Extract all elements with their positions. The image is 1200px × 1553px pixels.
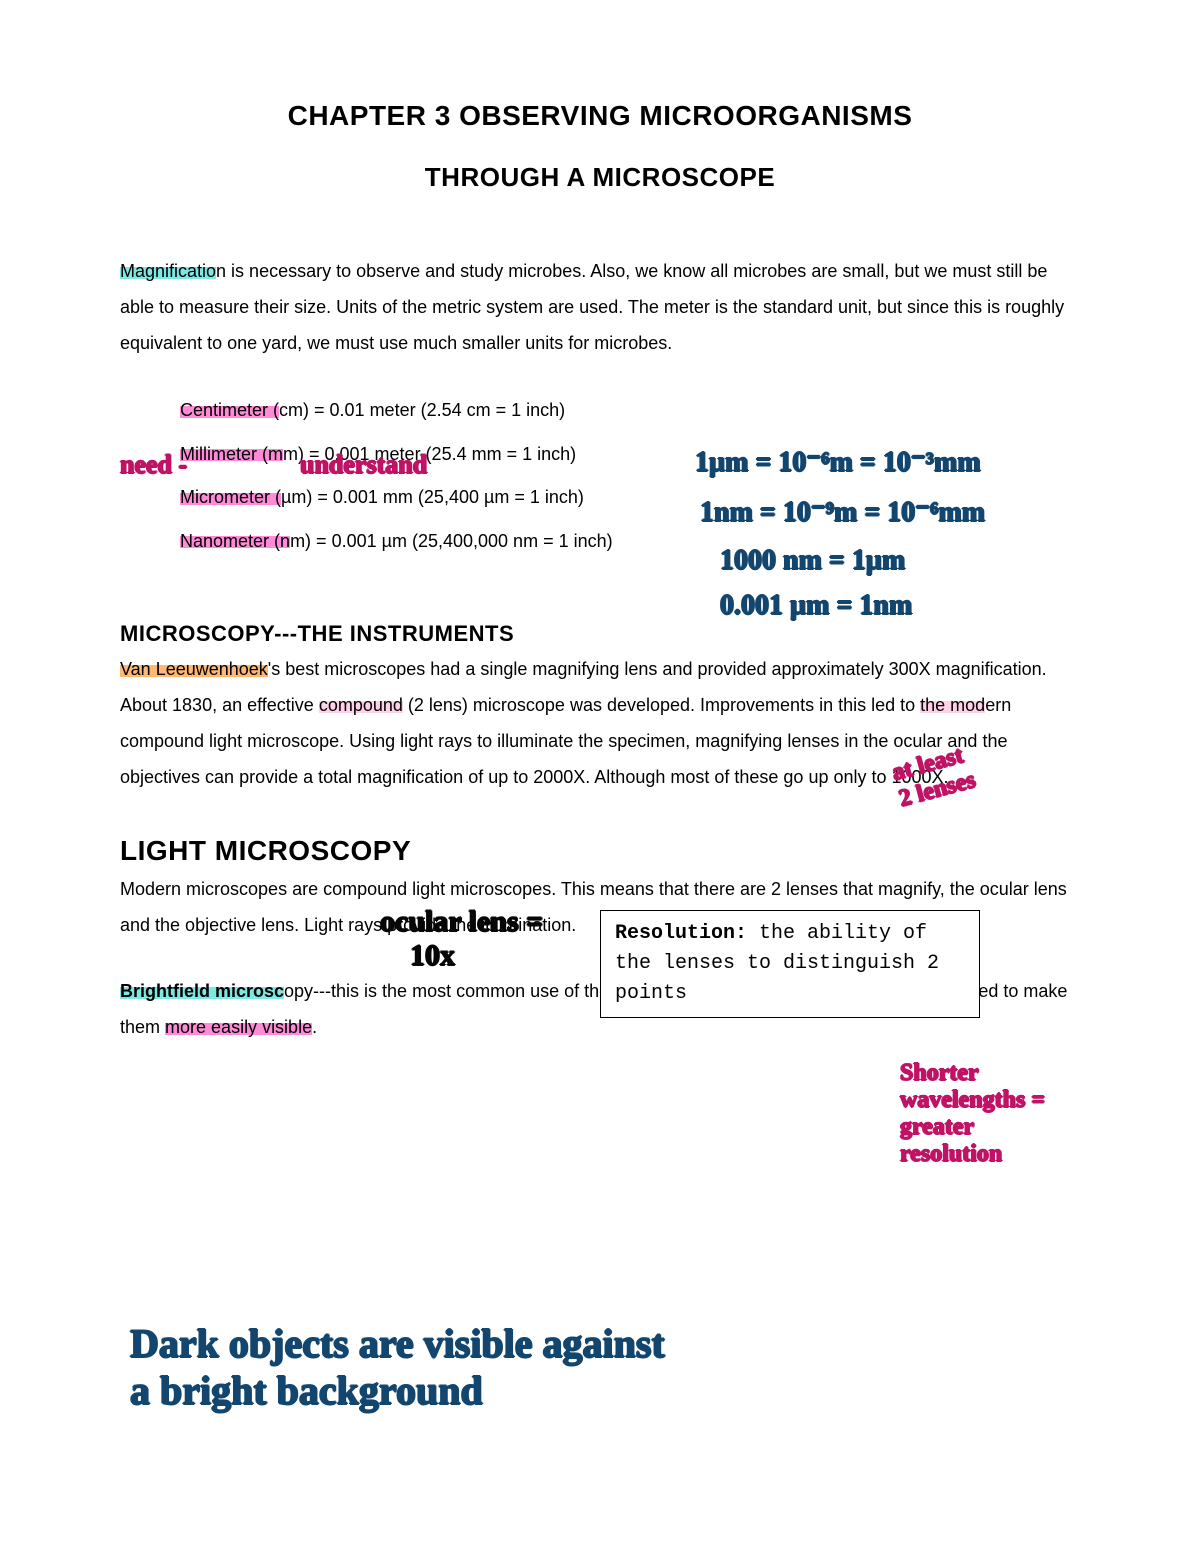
- handwritten-annotation: Dark objects are visible against a brigh…: [130, 1320, 665, 1414]
- chapter-title-line2: THROUGH A MICROSCOPE: [120, 162, 1080, 193]
- chapter-title-line1: CHAPTER 3 OBSERVING MICROORGANISMS: [120, 100, 1080, 132]
- handwritten-annotation: 0.001 µm = 1nm: [720, 590, 912, 622]
- handwritten-annotation: Shorter wavelengths = greater resolution: [900, 1060, 1045, 1168]
- section-heading-light-microscopy: LIGHT MICROSCOPY: [120, 835, 1080, 867]
- intro-highlight: Magnificatio: [120, 261, 216, 281]
- unit-text: m) = 0.001 µm (25,400,000 nm = 1 inch): [290, 531, 613, 551]
- unit-text: cm) = 0.01 meter (2.54 cm = 1 inch): [279, 400, 565, 420]
- resolution-term: Resolution:: [615, 922, 747, 945]
- brightfield-highlight: Brightfield microsc: [120, 981, 284, 1001]
- document-page: CHAPTER 3 OBSERVING MICROORGANISMS THROU…: [0, 0, 1200, 1553]
- intro-text: n is necessary to observe and study micr…: [120, 261, 1064, 353]
- section-heading-microscopy: MICROSCOPY---THE INSTRUMENTS: [120, 621, 1080, 647]
- unit-highlight: Millimeter (m: [180, 444, 283, 464]
- handwritten-annotation: ocular lens = 10x: [380, 905, 543, 973]
- unit-highlight: Centimeter (: [180, 400, 279, 420]
- unit-row: Centimeter (cm) = 0.01 meter (2.54 cm = …: [180, 391, 1080, 431]
- leeuwenhoek-highlight: Van Leeuwenhoek: [120, 659, 268, 679]
- sec3-text-b: .: [312, 1017, 317, 1037]
- unit-highlight: Micrometer (: [180, 487, 281, 507]
- visible-highlight: more easily visible: [165, 1017, 312, 1037]
- intro-paragraph: Magnification is necessary to observe an…: [120, 253, 1080, 361]
- handwritten-annotation: 1000 nm = 1µm: [720, 545, 905, 577]
- handwritten-annotation: 1nm = 10⁻⁹m = 10⁻⁶mm: [700, 495, 985, 529]
- handwritten-annotation: 1µm = 10⁻⁶m = 10⁻³mm: [695, 445, 981, 479]
- resolution-definition-box: Resolution: the ability of the lenses to…: [600, 910, 980, 1018]
- unit-highlight: Nanometer (n: [180, 531, 290, 551]
- sec1-text-b: (2 lens) microscope was developed. Impro…: [403, 695, 920, 715]
- unit-text: µm) = 0.001 mm (25,400 µm = 1 inch): [281, 487, 584, 507]
- handwritten-annotation: understand: [300, 450, 427, 480]
- handwritten-annotation: need -: [120, 450, 187, 480]
- modern-highlight: the mod: [920, 695, 985, 715]
- compound-highlight: compound: [319, 695, 403, 715]
